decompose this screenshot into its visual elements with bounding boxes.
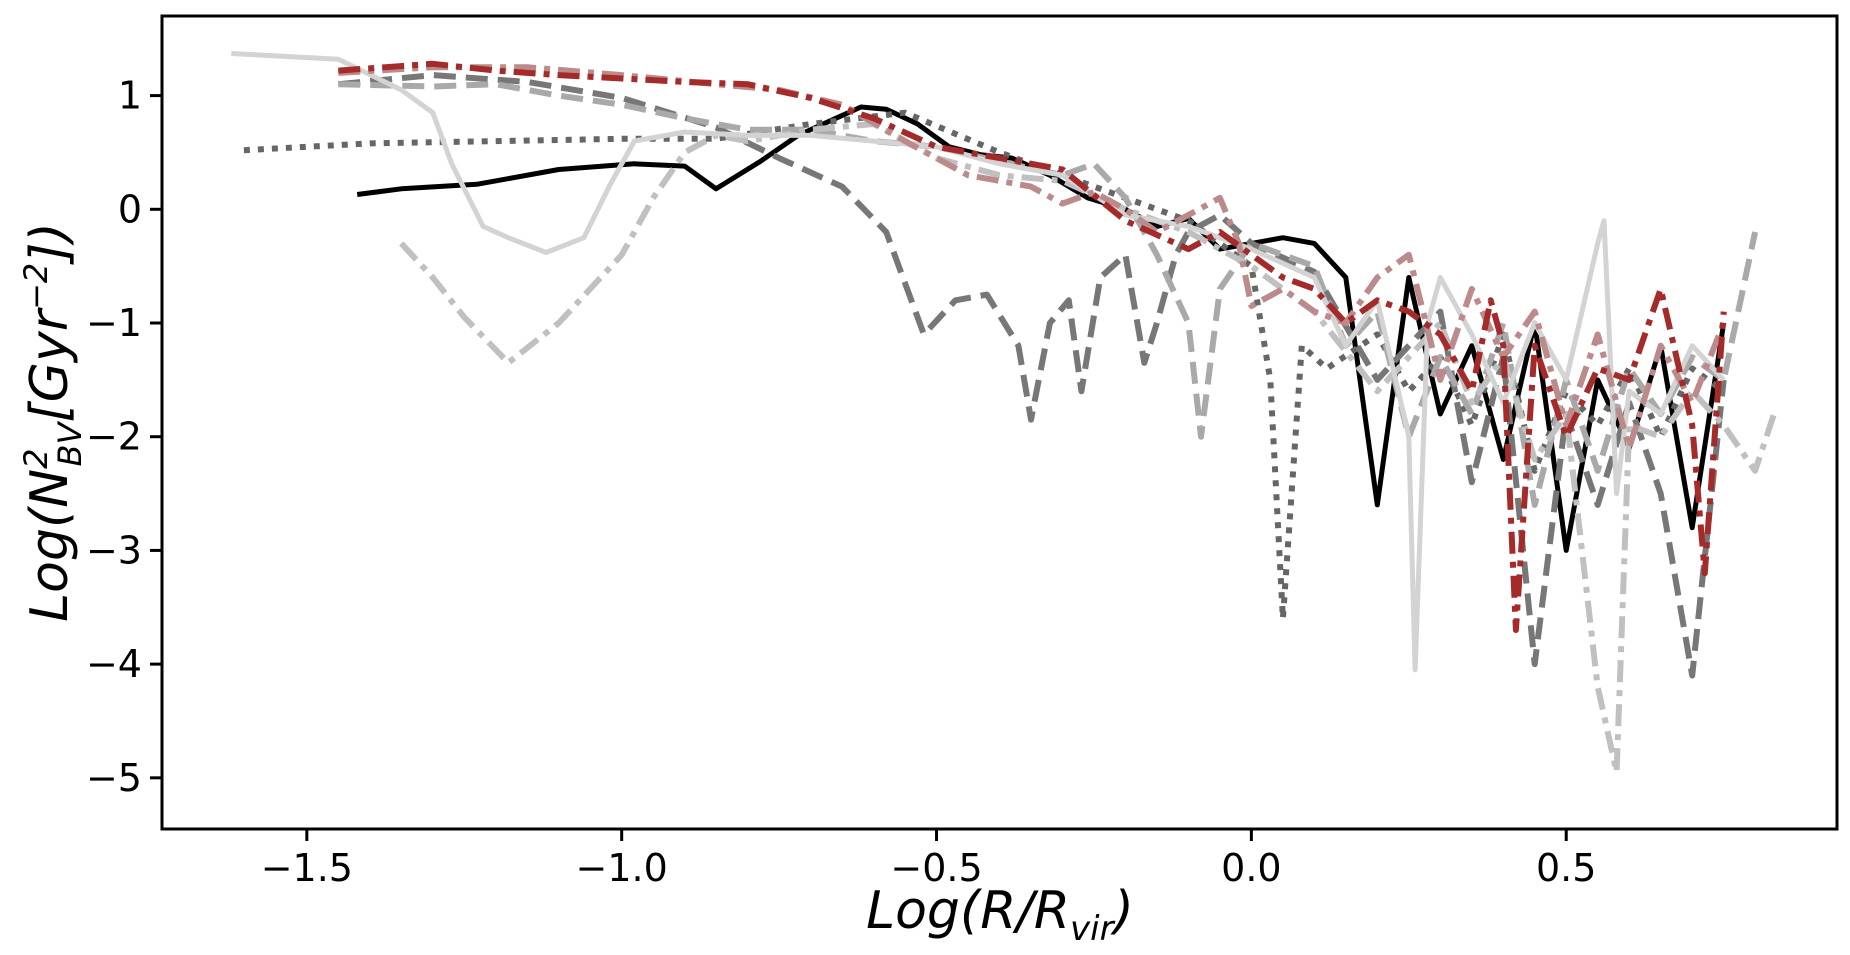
y-tick-label: 0 bbox=[118, 187, 142, 231]
series-line-halo-6 bbox=[231, 51, 1726, 673]
y-tick-label: −5 bbox=[86, 756, 142, 800]
y-tick-label: 1 bbox=[118, 74, 142, 118]
series-line-halo-4 bbox=[338, 81, 1759, 508]
series-line-halo-3 bbox=[338, 72, 1727, 679]
x-tick-label: −1.0 bbox=[576, 846, 668, 890]
plot-frame bbox=[160, 14, 1839, 831]
y-tick-label: −1 bbox=[86, 301, 142, 345]
x-tick-label: 0.5 bbox=[1536, 846, 1596, 890]
x-tick-label: 0.0 bbox=[1221, 846, 1281, 890]
y-axis-label: Log(N2BV[Gyr−2]) bbox=[17, 222, 89, 622]
y-tick-label: −3 bbox=[86, 528, 142, 572]
series-line-halo-5 bbox=[399, 121, 1777, 776]
x-axis: −1.5 −1.0 −0.5 0.0 0.5 bbox=[261, 829, 1596, 890]
x-tick-label: −1.5 bbox=[261, 846, 353, 890]
series-layer bbox=[231, 51, 1777, 776]
x-tick-label: −0.5 bbox=[890, 846, 982, 890]
y-axis: 1 0 −1 −2 −3 −4 −5 bbox=[86, 74, 162, 800]
y-tick-label: −4 bbox=[86, 642, 142, 686]
y-tick-label: −2 bbox=[86, 415, 142, 459]
x-axis-label: Log(R/Rvir) bbox=[866, 881, 1134, 949]
series-line-halo-8 bbox=[338, 60, 1727, 633]
series-line-halo-7 bbox=[338, 64, 1727, 452]
